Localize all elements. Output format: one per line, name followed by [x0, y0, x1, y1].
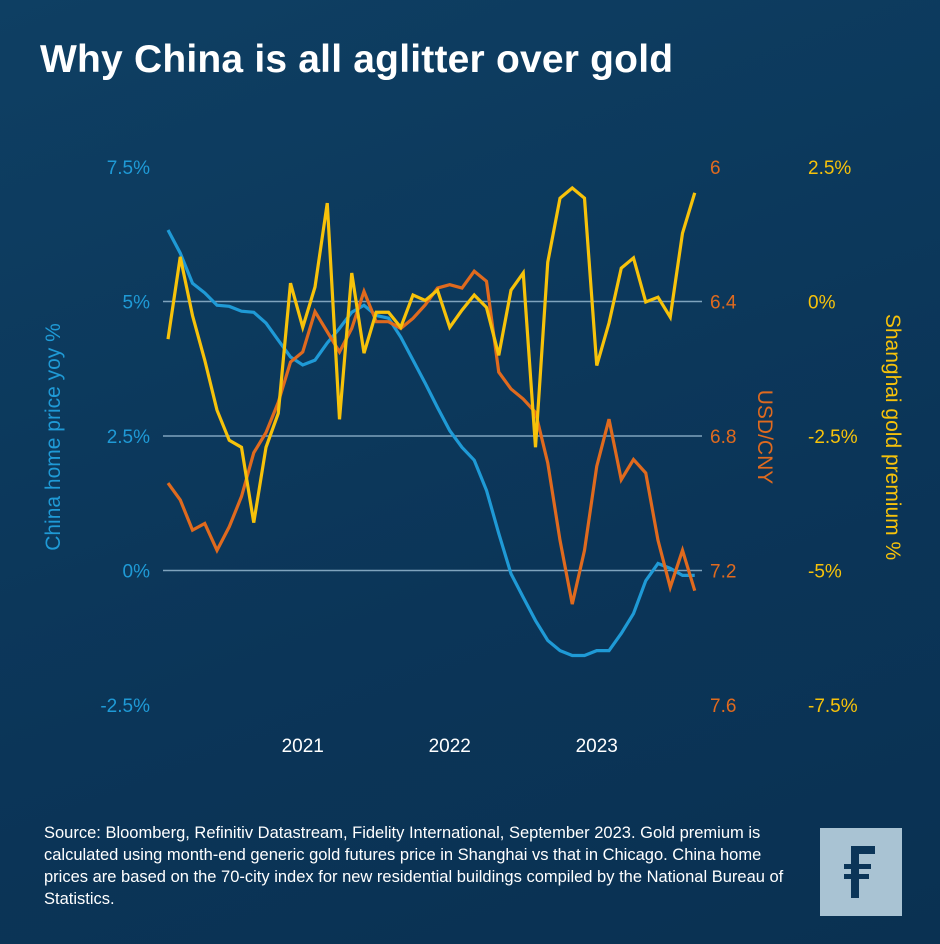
- right1-tick-label: 7.6: [710, 696, 736, 717]
- left-axis-title: China home price yoy %: [42, 323, 65, 551]
- right2-tick-label: -7.5%: [808, 696, 858, 717]
- right1-tick-label: 6.4: [710, 293, 737, 314]
- series-line-left: [166, 229, 695, 658]
- x-tick-label: 2022: [429, 736, 471, 757]
- x-tick-label: 2023: [576, 736, 618, 757]
- right2-axis-title: Shanghai gold premium %: [881, 314, 904, 560]
- source-note: Source: Bloomberg, Refinitiv Datastream,…: [44, 824, 784, 908]
- right2-tick-label: 0%: [808, 293, 836, 314]
- right1-axis-title: USD/CNY: [753, 390, 776, 485]
- left-tick-label: 2.5%: [107, 427, 150, 448]
- left-tick-label: 5%: [123, 293, 151, 314]
- left-tick-label: -2.5%: [100, 696, 150, 717]
- series-line-right2: [166, 185, 697, 523]
- series-line-right1: [166, 268, 697, 605]
- right2-tick-label: 2.5%: [808, 158, 851, 179]
- left-tick-label: 0%: [123, 562, 151, 583]
- right1-tick-label: 6: [710, 158, 721, 179]
- left-tick-label: 7.5%: [107, 158, 150, 179]
- right1-tick-label: 7.2: [710, 562, 736, 583]
- right1-tick-label: 6.8: [710, 427, 736, 448]
- chart-title: Why China is all aglitter over gold: [40, 38, 674, 81]
- right2-tick-label: -2.5%: [808, 427, 858, 448]
- x-tick-label: 2021: [282, 736, 324, 757]
- right2-tick-label: -5%: [808, 562, 842, 583]
- fidelity-logo: [820, 828, 902, 916]
